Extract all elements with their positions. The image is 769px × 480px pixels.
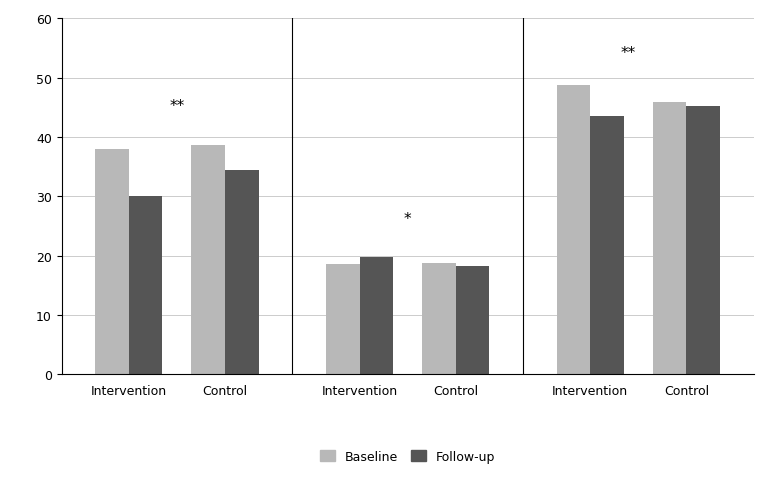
Bar: [591, 117, 624, 374]
Bar: [129, 197, 162, 374]
Legend: Baseline, Follow-up: Baseline, Follow-up: [315, 444, 500, 468]
Bar: [191, 145, 225, 374]
Bar: [456, 267, 489, 374]
Bar: [326, 265, 360, 374]
Bar: [422, 263, 455, 374]
Text: **: **: [621, 46, 636, 60]
Bar: [687, 107, 720, 374]
Bar: [95, 149, 129, 374]
Bar: [653, 103, 687, 374]
Bar: [557, 86, 591, 374]
Text: **: **: [169, 99, 185, 114]
Bar: [225, 170, 258, 374]
Bar: [360, 257, 393, 374]
Text: *: *: [404, 211, 411, 227]
